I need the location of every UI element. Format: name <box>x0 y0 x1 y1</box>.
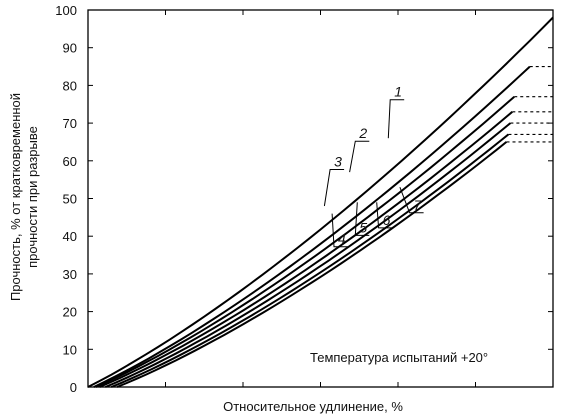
series-curve-2 <box>95 95 515 388</box>
curve-label-6: 6 <box>383 212 391 228</box>
curve-label-leader-6 <box>376 202 393 229</box>
series-layer <box>87 16 554 388</box>
y-tick-label: 70 <box>63 116 77 131</box>
y-tick-label: 50 <box>63 192 77 207</box>
y-tick-label: 100 <box>55 3 77 18</box>
y-axis-title-line2: прочности при разрыве <box>25 126 40 268</box>
test-temperature-annotation: Температура испытаний +20° <box>310 350 488 365</box>
series-curve-1 <box>93 65 531 388</box>
tick-layer: 0 10 20 30 40 50 60 70 80 90 100 <box>55 3 554 395</box>
series-curve-top-0 <box>87 16 554 388</box>
curve-label-leader-7 <box>399 187 424 214</box>
curve-label-leader-5 <box>354 202 370 236</box>
y-tick-label: 40 <box>63 229 77 244</box>
curve-label-5: 5 <box>359 219 367 235</box>
curve-label-4: 4 <box>338 231 346 247</box>
x-axis-title: Относительное удлинение, % <box>223 399 403 414</box>
y-tick-label: 10 <box>63 342 77 357</box>
y-tick-label: 60 <box>63 154 77 169</box>
y-tick-label: 80 <box>63 78 77 93</box>
label-layer: 1 23 45 6 7 <box>323 84 424 248</box>
series-curve-4 <box>105 122 512 388</box>
curve-label-1: 1 <box>394 84 402 100</box>
curve-label-leader-4 <box>331 213 348 248</box>
curve-label-leader-2 <box>349 140 370 173</box>
curve-label-leader-1 <box>387 99 405 139</box>
y-tick-label: 0 <box>70 380 77 395</box>
y-tick-label: 30 <box>63 267 77 282</box>
curve-label-3: 3 <box>334 153 342 169</box>
y-tick-label: 20 <box>63 305 77 320</box>
y-tick-label: 90 <box>63 41 77 56</box>
series-curve-3 <box>99 111 513 388</box>
y-axis-title-line1: Прочность, % от кратковременной <box>8 93 23 301</box>
series-curve-5 <box>110 133 510 388</box>
curve-label-leader-3 <box>323 169 345 207</box>
curve-label-2: 2 <box>358 125 367 141</box>
curve-label-7: 7 <box>414 197 423 213</box>
series-curve-6 <box>116 141 508 388</box>
